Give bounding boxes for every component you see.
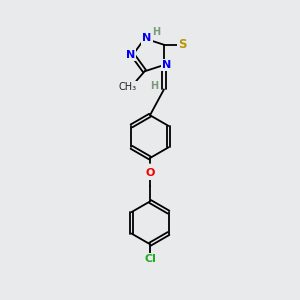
Text: N: N	[142, 34, 152, 44]
Text: N: N	[162, 60, 171, 70]
Text: H: H	[150, 81, 158, 91]
Text: Cl: Cl	[144, 254, 156, 264]
Text: S: S	[178, 38, 187, 51]
Text: H: H	[152, 27, 160, 37]
Text: O: O	[145, 169, 155, 178]
Text: CH₃: CH₃	[119, 82, 137, 92]
Text: N: N	[126, 50, 135, 60]
